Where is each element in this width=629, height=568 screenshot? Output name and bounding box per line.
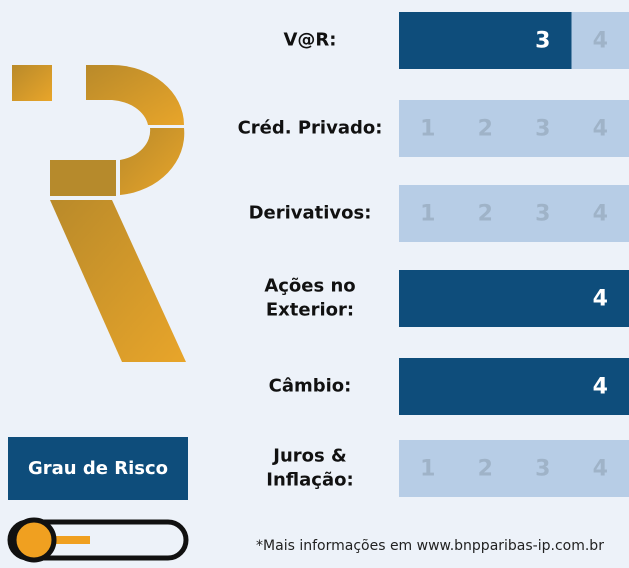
row-label: Inflação:	[266, 470, 353, 491]
level-track	[399, 440, 629, 497]
row-label: Câmbio:	[269, 376, 352, 397]
scale-number: 4	[593, 29, 608, 54]
level-track	[399, 185, 629, 242]
button-label[interactable]: Grau de Risco	[28, 458, 168, 479]
scale-number: 4	[593, 117, 608, 142]
scale-number: 3	[535, 29, 550, 54]
level-bar	[399, 12, 572, 69]
scale-number: 3	[535, 117, 550, 142]
row-label: Créd. Privado:	[238, 118, 383, 139]
scale-number: 2	[478, 202, 493, 227]
row-label: Exterior:	[266, 300, 354, 321]
scale-number: 4	[593, 375, 608, 400]
scale-number: 2	[478, 117, 493, 142]
level-bar	[399, 358, 629, 415]
risk-button[interactable]	[8, 437, 188, 500]
thermometer-icon	[7, 517, 189, 563]
scale-number: 2	[478, 457, 493, 482]
scale-number: 4	[593, 287, 608, 312]
row-label: Ações no	[264, 276, 355, 297]
level-track	[399, 100, 629, 157]
row-label: V@R:	[284, 30, 337, 51]
scale-number: 1	[420, 457, 435, 482]
level-bar	[399, 270, 629, 327]
scale-number: 4	[593, 457, 608, 482]
scale-number: 3	[535, 202, 550, 227]
row-label: Derivativos:	[249, 203, 372, 224]
row-label: Juros &	[271, 446, 346, 467]
scale-number: 4	[593, 202, 608, 227]
footer: *Mais informações em www.bnpparibas-ip.c…	[256, 538, 604, 554]
scale-number: 1	[420, 117, 435, 142]
scale-number: 3	[535, 457, 550, 482]
scale-number: 1	[420, 202, 435, 227]
logo	[12, 65, 186, 362]
